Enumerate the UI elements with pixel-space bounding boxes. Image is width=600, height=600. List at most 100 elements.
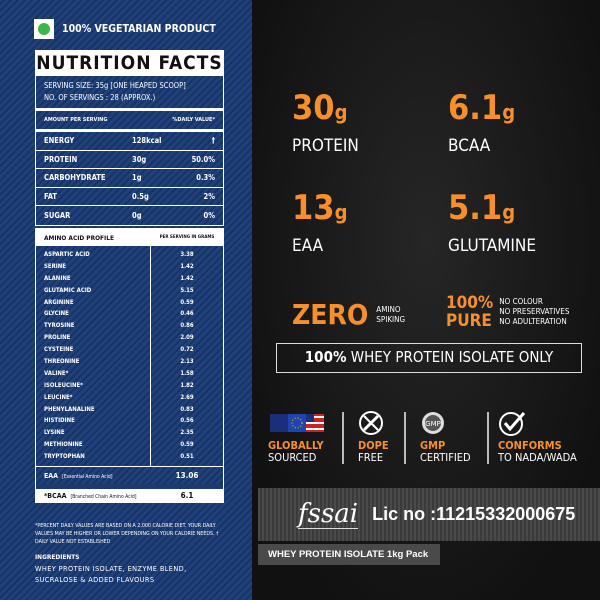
nutrient-dv: 0% — [203, 210, 215, 220]
amino-value: 0.51 — [180, 453, 194, 461]
amino-value: 0.46 — [180, 310, 194, 318]
amino-name: VALINE* — [44, 369, 69, 377]
stat-label: PROTEIN — [292, 136, 359, 156]
amino-name: ARGININE — [44, 298, 74, 306]
amino-values: 3.38 1.42 1.42 5.15 0.59 0.46 0.86 2.09 0.72 2.13… — [151, 246, 223, 466]
divider — [342, 412, 344, 464]
amino-col: PER SERVING IN GRAMS — [159, 235, 215, 240]
pure-line2: PURE — [446, 311, 492, 331]
nutrient-dv: † — [211, 136, 215, 146]
amino-value: 2.69 — [180, 393, 194, 401]
amino-value: 2.13 — [180, 358, 194, 366]
bcaa-value: 6.1 — [180, 491, 194, 501]
amino-value: 1.82 — [180, 381, 194, 389]
vegetarian-label: 100% VEGETARIAN PRODUCT — [62, 23, 216, 35]
license-number: Lic no :11215332000675 — [372, 504, 576, 524]
checkmark-icon — [498, 410, 577, 436]
veg-symbol-icon — [34, 19, 54, 39]
col-amount: AMOUNT PER SERVING — [44, 117, 108, 123]
amino-name: THREONINE — [44, 358, 80, 366]
ingredients-text: WHEY PROTEIN ISOLATE, ENZYME BLEND, SUCR… — [35, 564, 187, 584]
pure-line1: 100% — [446, 293, 494, 313]
amino-value: 5.15 — [180, 286, 194, 294]
eaa-label: EAA — [44, 471, 59, 480]
nutrition-facts: NUTRITION FACTS SERVING SIZE: 35g [ONE H… — [35, 50, 224, 226]
badge-top: DOPE — [358, 439, 389, 452]
nutrient-name: ENERGY — [44, 136, 75, 146]
ingredients-title: INGREDIENTS — [35, 553, 80, 561]
amino-name: GLYCINE — [44, 310, 69, 318]
amino-name: LEUCINE* — [44, 393, 73, 401]
isolate-bold: 100% — [304, 348, 347, 366]
nutrient-name: PROTEIN — [44, 154, 78, 164]
claim: NO PRESERVATIVES — [499, 307, 570, 316]
amino-value: 0.59 — [180, 298, 194, 306]
amino-value: 0.59 — [180, 441, 194, 449]
stat-label: BCAA — [448, 136, 491, 156]
bcaa-label: *BCAA — [44, 491, 67, 500]
pack-label: WHEY PROTEIN ISOLATE 1kg Pack — [258, 544, 440, 565]
nutrition-row: SUGAR 0g 0% — [36, 206, 223, 225]
svg-text:GMP: GMP — [425, 420, 441, 428]
amino-header: AMINO ACID PROFILE PER SERVING IN GRAMS — [36, 229, 223, 246]
amino-value: 0.72 — [180, 346, 194, 354]
amino-name: TYROSINE — [44, 322, 75, 330]
stat-label: EAA — [292, 236, 324, 256]
amino-name: LYSINE — [44, 429, 65, 437]
stat-protein: 30g PROTEIN — [292, 90, 359, 156]
stat-unit: g — [502, 100, 516, 124]
nutrient-dv: 0.3% — [196, 173, 215, 183]
amino-acid-profile: AMINO ACID PROFILE PER SERVING IN GRAMS … — [35, 228, 224, 504]
nutrient-name: SUGAR — [44, 210, 71, 220]
eaa-value: 13.06 — [175, 471, 199, 481]
nutrient-name: FAT — [44, 191, 57, 201]
fssai-logo: fssai — [298, 499, 359, 529]
badge-top: GLOBALLY — [268, 439, 324, 452]
badge-top: GMP — [420, 439, 446, 452]
badge-dope-free: DOPE FREE — [358, 410, 389, 464]
badge-top: CONFORMS — [498, 439, 562, 452]
badge-bottom: SOURCED — [268, 451, 317, 464]
amino-value: 1.42 — [180, 274, 194, 282]
stat-label: GLUTAMINE — [448, 236, 537, 256]
amino-name: METHIONINE — [44, 441, 83, 449]
stat-unit: g — [334, 100, 348, 124]
claim: NO COLOUR — [499, 297, 543, 306]
amino-name: PHENYLANALINE — [44, 405, 95, 413]
amino-value: 2.09 — [180, 334, 194, 342]
flags-icon — [268, 410, 326, 436]
amino-name: CYSTEINE — [44, 346, 74, 354]
nutrition-row: PROTEIN 30g 50.0% — [36, 151, 223, 169]
eaa-row: EAA [Essential Amino Acid] 13.06 — [36, 466, 223, 484]
amino-name: SERINE — [44, 262, 66, 270]
amino-name: GLUTAMIC ACID — [44, 286, 92, 294]
isolate-only-banner: 100% WHEY PROTEIN ISOLATE ONLY — [276, 343, 582, 373]
amino-names: ASPARTIC ACID SERINE ALANINE GLUTAMIC ACID A… — [36, 246, 151, 467]
amino-value: 0.83 — [180, 405, 194, 413]
amino-name: ASPARTIC ACID — [44, 251, 90, 258]
divider — [404, 412, 406, 464]
no-syringe-icon — [358, 410, 389, 436]
nutrient-amount: 1g — [132, 173, 142, 183]
nutrient-name: CARBOHYDRATE — [44, 173, 106, 183]
eaa-desc: [Essential Amino Acid] — [62, 473, 113, 480]
amino-name: TRYPTOPHAN — [44, 453, 85, 461]
col-dv: %DAILY VALUE* — [172, 117, 215, 123]
nutrition-row: ENERGY 128kcal † — [36, 132, 223, 151]
stat-unit: g — [502, 200, 516, 224]
vegetarian-mark: 100% VEGETARIAN PRODUCT — [34, 19, 216, 39]
stat-num: 5.1 — [448, 188, 503, 228]
badge-bottom: CERTIFIED — [420, 451, 471, 464]
serving-size: SERVING SIZE: 35g [ONE HEAPED SCOOP] — [44, 81, 186, 90]
badge-bottom: FREE — [358, 451, 384, 464]
nutrition-header: AMOUNT PER SERVING %DAILY VALUE* — [36, 111, 223, 132]
bcaa-desc: [Branched Chain Amino Acid] — [70, 493, 137, 500]
zero-label: ZERO — [292, 298, 369, 331]
nutrient-amount: 128kcal — [132, 136, 162, 146]
zero-amino-spiking: ZERO AMINO SPIKING — [292, 298, 405, 331]
amino-value: 2.35 — [180, 429, 194, 437]
nutrient-dv: 50.0% — [191, 154, 215, 164]
stat-eaa: 13g EAA — [292, 190, 347, 256]
badge-gmp: GMP GMP CERTIFIED — [420, 410, 471, 464]
zero-line2: SPIKING — [376, 314, 406, 324]
